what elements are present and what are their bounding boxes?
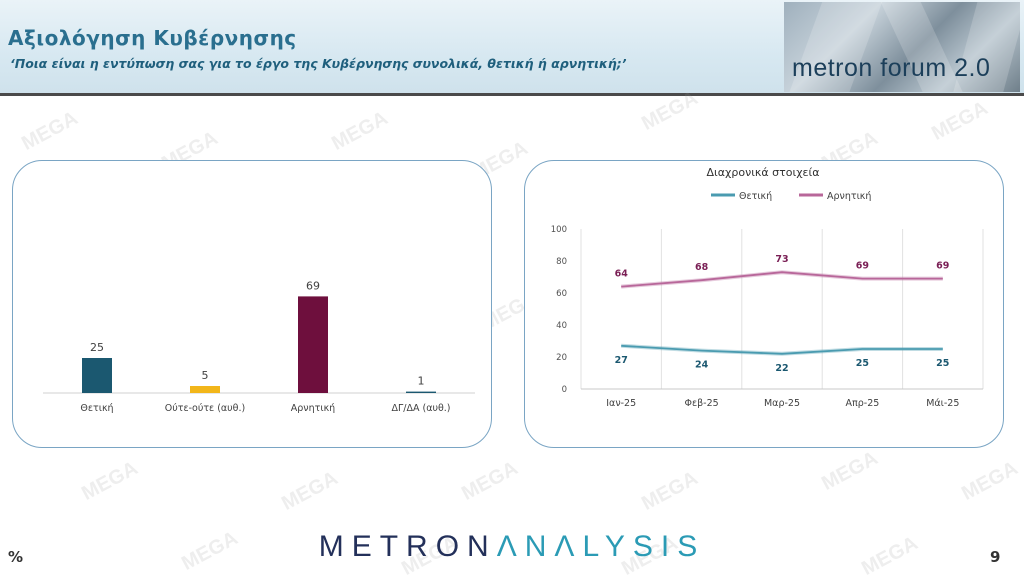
page-number: 9	[990, 548, 1001, 566]
percent-sign: %	[8, 548, 24, 566]
bar-chart-panel: 25 Θετική 5 Ούτε-ούτε (αυθ.) 69 Αρνητική 1 ΔΓ/Δ…	[12, 160, 492, 448]
watermark-text: MEGA	[638, 467, 702, 515]
data-label: 24	[695, 360, 709, 371]
legend-label: Θετική	[739, 191, 772, 202]
watermark-text: MEGA	[958, 457, 1022, 505]
data-label: 73	[775, 254, 788, 265]
data-label: 27	[615, 355, 628, 366]
y-tick-label: 0	[562, 385, 567, 395]
line-chart-title: Διαχρονικά στοιχεία	[707, 166, 820, 179]
data-label: 69	[936, 261, 949, 272]
forum-banner-image	[784, 2, 1020, 92]
data-label: 68	[695, 262, 709, 273]
series-line	[621, 344, 943, 355]
brand-text-2: ΛNΛLYSIS	[496, 530, 706, 563]
bar	[298, 296, 328, 393]
y-tick-label: 40	[556, 321, 567, 331]
bar-value-label: 1	[418, 375, 425, 388]
y-tick-label: 100	[551, 225, 567, 235]
x-tick-label: Μάι-25	[926, 398, 959, 409]
data-label: 69	[856, 261, 869, 272]
forum-logo-text: metron forum 2.0	[792, 54, 991, 82]
page-subtitle: ‘Ποια είναι η εντύπωση σας για το έργο τ…	[10, 56, 627, 71]
category-label: Ούτε-ούτε (αυθ.)	[165, 403, 245, 414]
page-title: Αξιολόγηση Κυβέρνησης	[8, 26, 297, 50]
brand-text-1: METRON	[318, 530, 497, 563]
category-label: ΔΓ/ΔΑ (αυθ.)	[391, 403, 450, 414]
y-tick-label: 20	[556, 353, 567, 363]
watermark-text: MEGA	[78, 457, 142, 505]
bar-chart: 25 Θετική 5 Ούτε-ούτε (αυθ.) 69 Αρνητική 1 ΔΓ/Δ…	[43, 279, 475, 414]
data-label: 25	[856, 358, 869, 369]
line-chart-panel: Διαχρονικά στοιχεία Θετική Αρνητική 0 20 40 60…	[524, 160, 1004, 448]
data-label: 25	[936, 358, 949, 369]
watermark-text: MEGA	[928, 97, 992, 145]
watermark-text: MEGA	[18, 107, 82, 155]
bar-value-label: 69	[306, 279, 320, 292]
data-label: 64	[615, 269, 629, 280]
category-label: Αρνητική	[291, 403, 335, 414]
legend-label: Αρνητική	[827, 191, 871, 202]
watermark-text: MEGA	[278, 467, 342, 515]
bar-value-label: 5	[202, 369, 209, 382]
y-tick-label: 60	[556, 289, 567, 299]
bar	[406, 391, 436, 393]
series-line	[621, 271, 943, 288]
x-tick-label: Μαρ-25	[764, 398, 800, 409]
x-tick-label: Απρ-25	[846, 398, 880, 409]
category-label: Θετική	[80, 403, 113, 414]
data-label: 22	[775, 363, 788, 374]
watermark-text: MEGA	[818, 447, 882, 495]
line-chart: Διαχρονικά στοιχεία Θετική Αρνητική 0 20 40 60…	[551, 166, 984, 409]
bar-value-label: 25	[90, 341, 104, 354]
watermark-text: MEGA	[458, 457, 522, 505]
x-tick-label: Φεβ-25	[684, 398, 718, 409]
bar	[82, 358, 112, 393]
watermark-text: MEGA	[328, 107, 392, 155]
x-tick-label: Ιαν-25	[606, 398, 636, 409]
y-tick-label: 80	[556, 257, 567, 267]
metron-analysis-logo: METRONΛNΛLYSIS	[0, 530, 1024, 564]
bar	[190, 386, 220, 393]
